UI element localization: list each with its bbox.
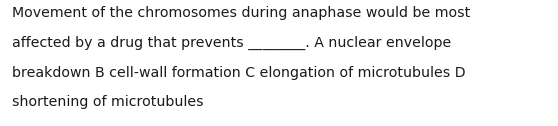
Text: Movement of the chromosomes during anaphase would be most: Movement of the chromosomes during anaph… bbox=[12, 6, 470, 20]
Text: breakdown B cell-wall formation C elongation of microtubules D: breakdown B cell-wall formation C elonga… bbox=[12, 66, 466, 80]
Text: affected by a drug that prevents ________. A nuclear envelope: affected by a drug that prevents _______… bbox=[12, 36, 451, 50]
Text: shortening of microtubules: shortening of microtubules bbox=[12, 95, 204, 109]
